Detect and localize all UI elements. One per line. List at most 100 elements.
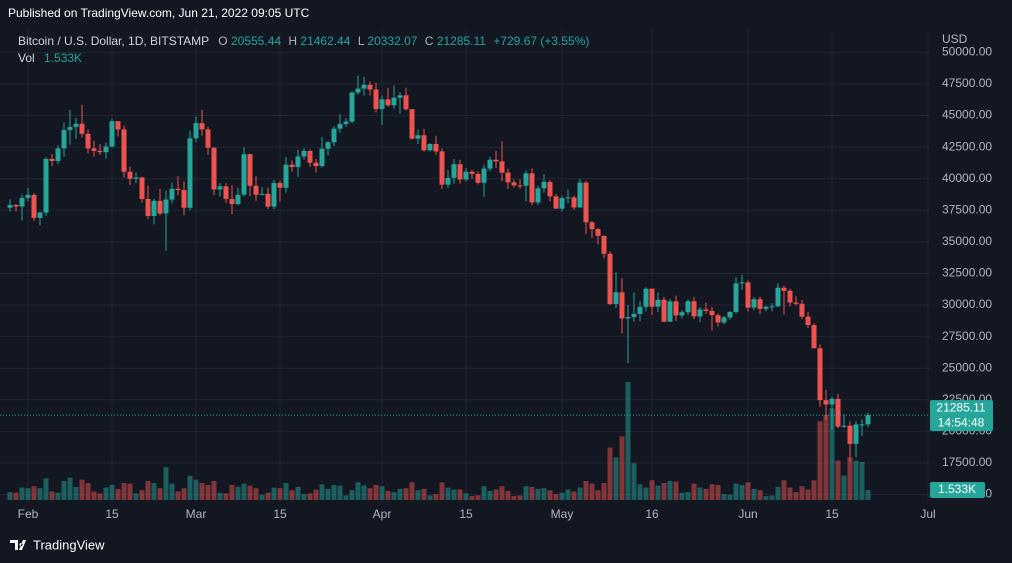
volume-bar xyxy=(823,414,829,500)
volume-bar xyxy=(613,457,619,500)
volume-bar xyxy=(493,489,499,500)
volume-bar xyxy=(715,484,721,500)
volume-bar xyxy=(655,485,661,500)
candle-body xyxy=(205,129,211,148)
y-tick-label: 30000.00 xyxy=(942,297,992,311)
x-tick-label: Apr xyxy=(373,507,392,521)
volume-bar xyxy=(841,475,847,500)
candle-body xyxy=(553,196,559,209)
candle-body xyxy=(397,95,403,98)
x-tick-label: Jul xyxy=(920,507,935,521)
volume-bar xyxy=(43,478,49,500)
candle-body xyxy=(127,171,133,179)
candle-body xyxy=(235,194,241,205)
volume-bar xyxy=(97,493,103,500)
candle-body xyxy=(859,424,865,426)
candle-body xyxy=(469,171,475,174)
volume-bar xyxy=(619,436,625,500)
volume-bar xyxy=(697,487,703,500)
candle-body xyxy=(661,299,667,322)
volume-bar xyxy=(235,486,241,500)
volume-bar xyxy=(241,483,247,500)
volume-bar xyxy=(847,457,853,500)
candle-body xyxy=(727,312,733,318)
volume-bar xyxy=(745,482,751,500)
volume-bar xyxy=(361,485,367,500)
volume-bar xyxy=(289,490,295,500)
volume-bar xyxy=(421,488,427,500)
volume-bar xyxy=(103,487,109,500)
volume-bar xyxy=(691,483,697,500)
candle-body xyxy=(673,301,679,316)
volume-bar xyxy=(727,494,733,500)
candle-body xyxy=(505,172,511,183)
y-tick-label: 32500.00 xyxy=(942,266,992,280)
volume-bar xyxy=(145,480,151,500)
volume-bar xyxy=(253,488,259,500)
candle-body xyxy=(835,398,841,427)
volume-bar xyxy=(37,488,43,500)
candle-body xyxy=(415,135,421,139)
candle-body xyxy=(379,99,385,110)
volume-bar xyxy=(85,482,91,500)
candle-body xyxy=(163,199,169,214)
volume-bar xyxy=(223,493,229,500)
candle-body xyxy=(277,182,283,188)
volume-bar xyxy=(109,484,115,500)
volume-bar xyxy=(865,489,871,500)
volume-bar xyxy=(799,486,805,500)
candle-body xyxy=(679,312,685,316)
volume-bar xyxy=(73,486,79,500)
candle-body xyxy=(535,188,541,203)
volume-bar xyxy=(283,482,289,500)
volume-bar xyxy=(835,460,841,500)
candle-body xyxy=(61,130,67,149)
volume-bar xyxy=(649,480,655,500)
volume-bar xyxy=(565,489,571,500)
volume-bar xyxy=(445,487,451,500)
candle-body xyxy=(79,123,85,134)
price-tag-countdown: 14:54:48 xyxy=(938,415,985,429)
volume-bar xyxy=(121,482,127,500)
volume-bar xyxy=(415,490,421,500)
candle-body xyxy=(121,129,127,172)
volume-bar xyxy=(757,490,763,500)
candle-body xyxy=(13,204,19,207)
candle-body xyxy=(667,301,673,322)
candle-body xyxy=(145,198,151,216)
candle-body xyxy=(451,164,457,178)
candle-body xyxy=(319,148,325,167)
candle-body xyxy=(589,222,595,230)
candle-body xyxy=(241,154,247,195)
volume-bar xyxy=(49,491,55,500)
volume-bar xyxy=(133,493,139,500)
volume-bar xyxy=(433,494,439,500)
volume-bar xyxy=(211,480,217,500)
y-tick-label: 47500.00 xyxy=(942,76,992,90)
volume-bar xyxy=(781,480,787,500)
volume-legend: Vol 1.533K xyxy=(18,51,82,65)
volume-bar xyxy=(679,492,685,500)
volume-bar xyxy=(553,494,559,500)
x-tick-label: 15 xyxy=(273,507,287,521)
candle-body xyxy=(253,185,259,195)
candle-body xyxy=(559,198,565,209)
low-value: 20332.07 xyxy=(367,34,417,48)
candle-body xyxy=(31,194,37,218)
candle-body xyxy=(781,287,787,291)
candle-body xyxy=(361,84,367,89)
volume-bar xyxy=(313,489,319,500)
candle-body xyxy=(301,150,307,157)
candle-body xyxy=(433,143,439,152)
currency-label: USD xyxy=(942,32,968,46)
candle-body xyxy=(613,292,619,305)
volume-bar xyxy=(511,496,517,500)
candle-body xyxy=(349,92,355,122)
volume-bar xyxy=(13,492,19,500)
volume-bar xyxy=(787,487,793,500)
candle-body xyxy=(769,306,775,308)
candle-body xyxy=(337,124,343,129)
candle-body xyxy=(49,158,55,162)
brand-name: TradingView xyxy=(33,537,105,552)
